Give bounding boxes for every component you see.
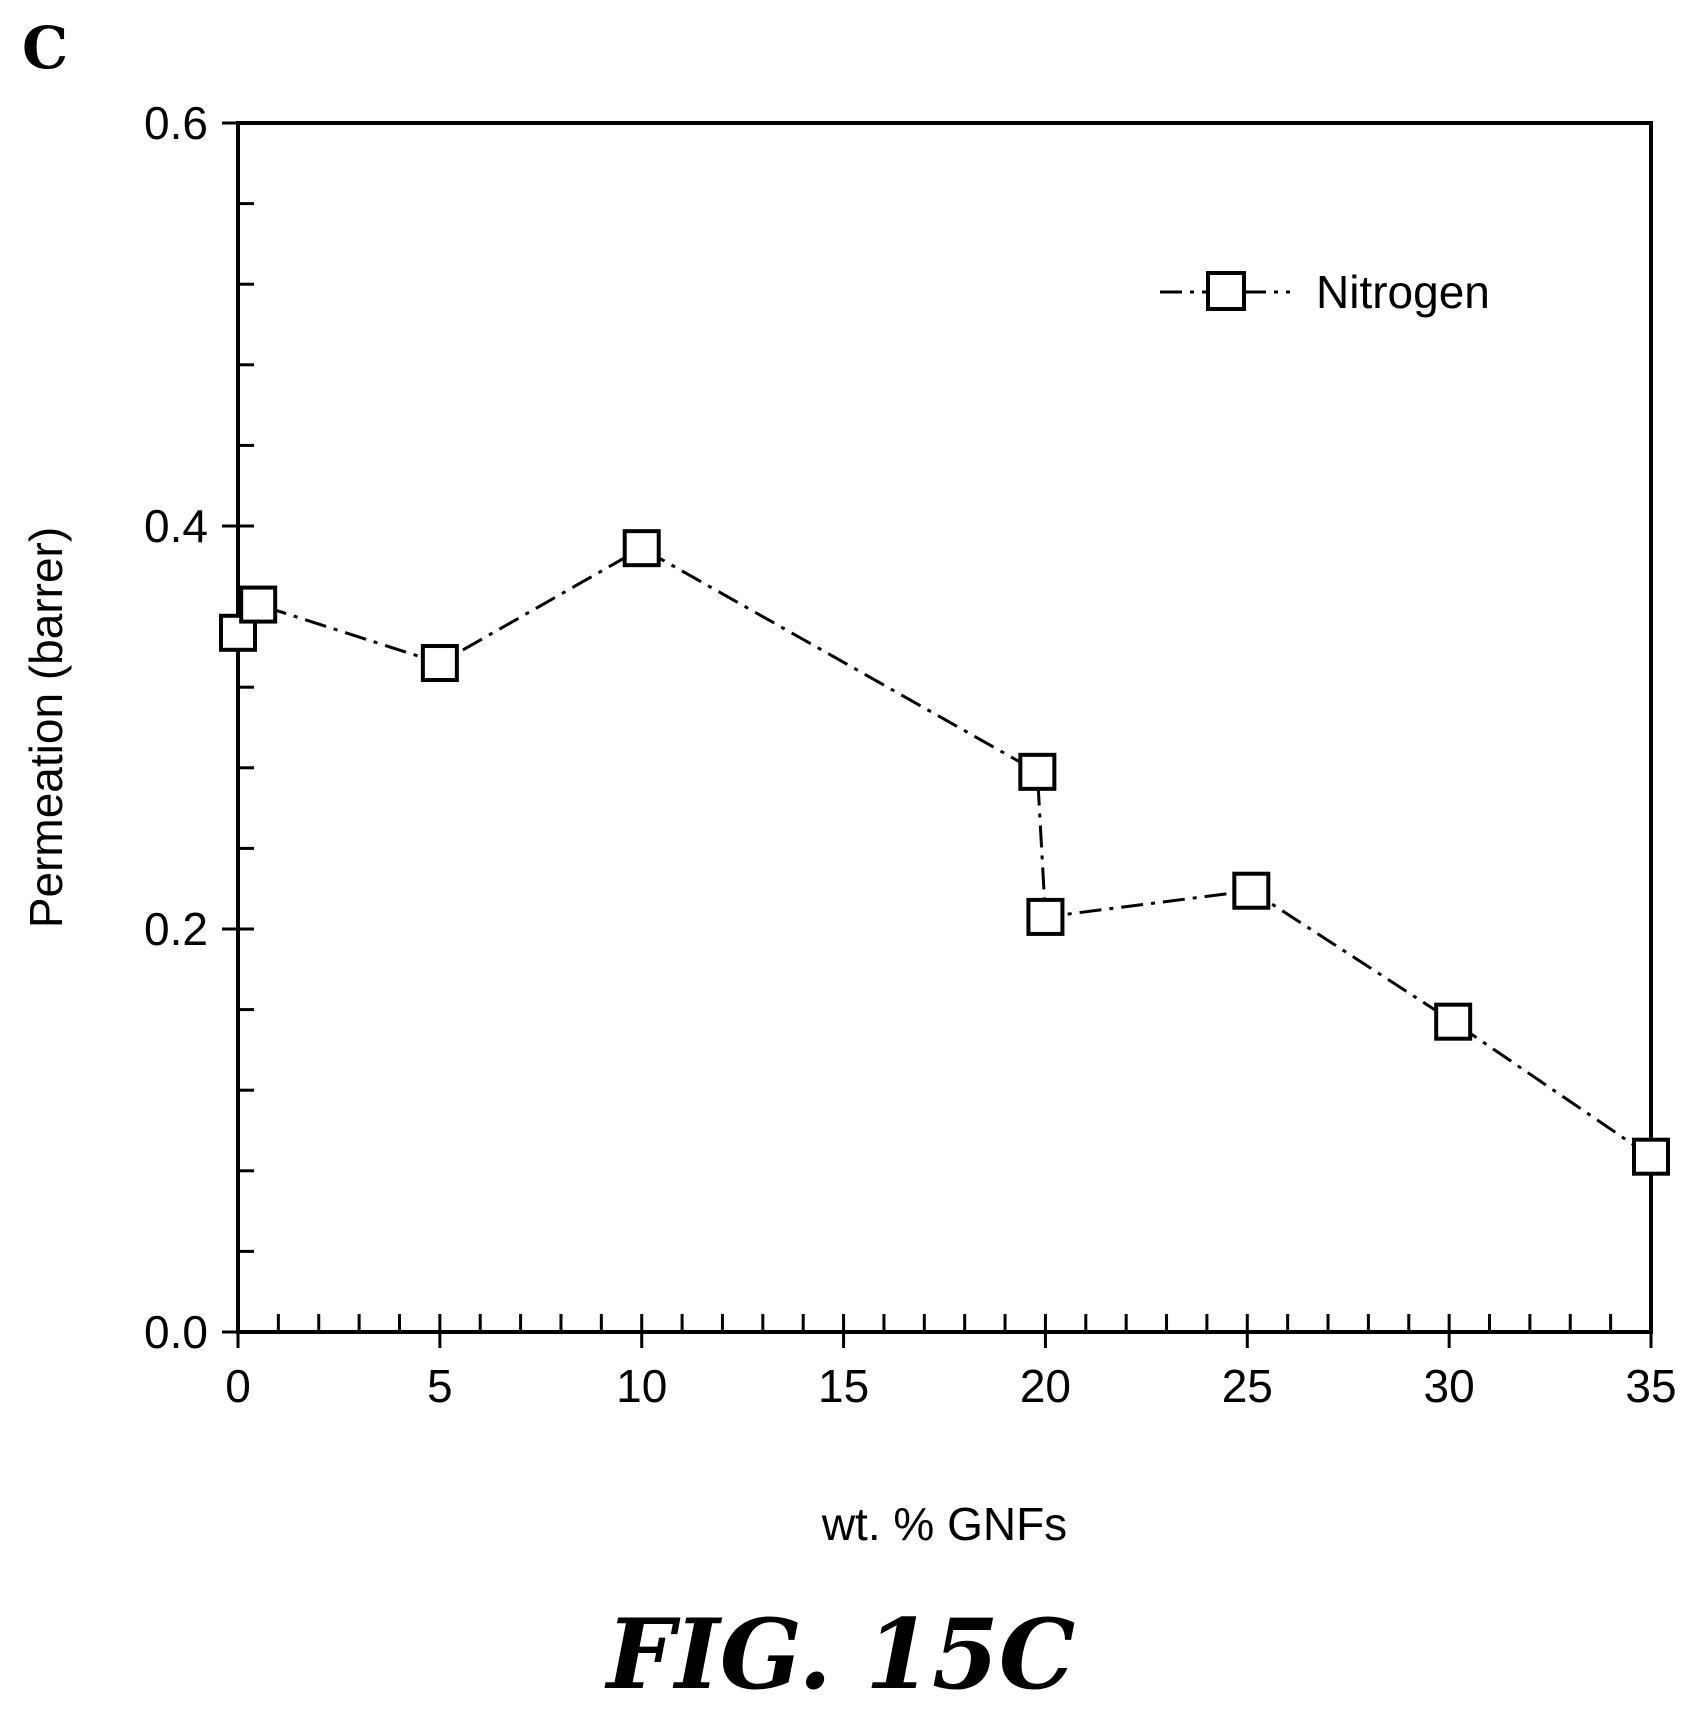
legend: Nitrogen — [1160, 266, 1490, 318]
data-point-marker — [1232, 871, 1271, 910]
data-point-marker — [1026, 897, 1065, 936]
x-tick-label: 30 — [1424, 1360, 1475, 1412]
x-tick-label: 25 — [1222, 1360, 1273, 1412]
x-axis-label: wt. % GNFs — [821, 1498, 1067, 1550]
legend-marker-square — [1206, 271, 1246, 311]
data-point-marker — [239, 585, 278, 624]
x-tick-label: 5 — [427, 1360, 453, 1412]
x-tick-label: 35 — [1625, 1360, 1676, 1412]
data-point-marker — [622, 529, 661, 568]
y-axis-label: Permeation (barrer) — [20, 527, 72, 928]
data-point-marker — [1434, 1002, 1473, 1041]
figure-caption: FIG. 15C — [604, 1598, 1075, 1711]
legend-label-nitrogen: Nitrogen — [1316, 266, 1490, 318]
x-tick-label: 20 — [1020, 1360, 1071, 1412]
x-tick-label: 0 — [225, 1360, 251, 1412]
plot-area: 0.0 0.2 0.4 0.6 0 5 10 15 20 25 30 35 — [144, 97, 1677, 1412]
panel-letter: C — [22, 14, 68, 82]
y-tick-label: 0.6 — [144, 97, 208, 149]
data-point-marker — [420, 644, 459, 683]
y-tick-label: 0.2 — [144, 903, 208, 955]
series-line-nitrogen — [236, 546, 1652, 1158]
y-tick-label: 0.4 — [144, 500, 208, 552]
data-point-marker — [1632, 1137, 1670, 1176]
x-tick-label: 15 — [818, 1360, 869, 1412]
data-point-marker — [1018, 752, 1057, 791]
y-tick-label: 0.0 — [144, 1306, 208, 1358]
x-tick-label: 10 — [616, 1360, 667, 1412]
plot-frame — [236, 121, 1653, 1334]
